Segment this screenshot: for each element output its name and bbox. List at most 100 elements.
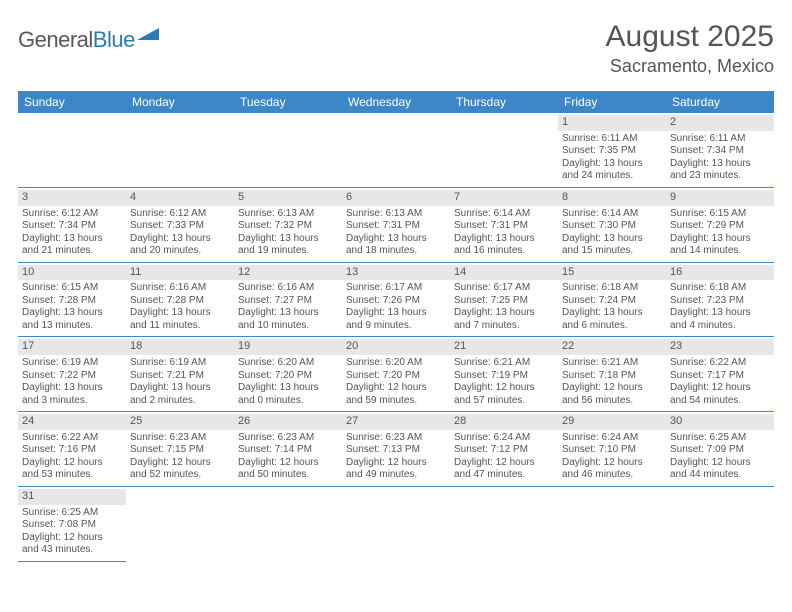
sunset-text: Sunset: 7:30 PM <box>562 220 662 233</box>
daylight-text: Daylight: 13 hours and 20 minutes. <box>130 233 230 258</box>
sunset-text: Sunset: 7:22 PM <box>22 370 122 383</box>
weekday-header: Sunday <box>18 91 126 113</box>
daylight-text: Daylight: 12 hours and 54 minutes. <box>670 382 770 407</box>
weekday-header: Monday <box>126 91 234 113</box>
daylight-text: Daylight: 13 hours and 18 minutes. <box>346 233 446 258</box>
calendar-row: 3Sunrise: 6:12 AMSunset: 7:34 PMDaylight… <box>18 187 774 262</box>
sunrise-text: Sunrise: 6:19 AM <box>130 357 230 370</box>
sunset-text: Sunset: 7:32 PM <box>238 220 338 233</box>
sunset-text: Sunset: 7:28 PM <box>130 295 230 308</box>
calendar-cell <box>342 113 450 187</box>
logo-text: GeneralBlue <box>18 27 135 53</box>
sunset-text: Sunset: 7:31 PM <box>454 220 554 233</box>
calendar-cell: 24Sunrise: 6:22 AMSunset: 7:16 PMDayligh… <box>18 412 126 487</box>
day-number: 17 <box>18 339 126 355</box>
daylight-text: Daylight: 13 hours and 14 minutes. <box>670 233 770 258</box>
calendar-cell: 26Sunrise: 6:23 AMSunset: 7:14 PMDayligh… <box>234 412 342 487</box>
calendar-row: 1Sunrise: 6:11 AMSunset: 7:35 PMDaylight… <box>18 113 774 187</box>
sunrise-text: Sunrise: 6:14 AM <box>454 208 554 221</box>
calendar-cell: 31Sunrise: 6:25 AMSunset: 7:08 PMDayligh… <box>18 486 126 561</box>
header: GeneralBlue August 2025 Sacramento, Mexi… <box>18 20 774 77</box>
daylight-text: Daylight: 13 hours and 16 minutes. <box>454 233 554 258</box>
sunrise-text: Sunrise: 6:19 AM <box>22 357 122 370</box>
daylight-text: Daylight: 12 hours and 59 minutes. <box>346 382 446 407</box>
daylight-text: Daylight: 12 hours and 57 minutes. <box>454 382 554 407</box>
sunrise-text: Sunrise: 6:14 AM <box>562 208 662 221</box>
calendar-cell: 10Sunrise: 6:15 AMSunset: 7:28 PMDayligh… <box>18 262 126 337</box>
sunrise-text: Sunrise: 6:24 AM <box>562 432 662 445</box>
calendar-cell: 20Sunrise: 6:20 AMSunset: 7:20 PMDayligh… <box>342 337 450 412</box>
sunrise-text: Sunrise: 6:15 AM <box>670 208 770 221</box>
calendar-cell: 22Sunrise: 6:21 AMSunset: 7:18 PMDayligh… <box>558 337 666 412</box>
calendar-cell: 27Sunrise: 6:23 AMSunset: 7:13 PMDayligh… <box>342 412 450 487</box>
calendar-cell: 14Sunrise: 6:17 AMSunset: 7:25 PMDayligh… <box>450 262 558 337</box>
day-number: 15 <box>558 265 666 281</box>
sunset-text: Sunset: 7:33 PM <box>130 220 230 233</box>
sunrise-text: Sunrise: 6:18 AM <box>670 282 770 295</box>
daylight-text: Daylight: 13 hours and 11 minutes. <box>130 307 230 332</box>
sunrise-text: Sunrise: 6:13 AM <box>238 208 338 221</box>
daylight-text: Daylight: 13 hours and 3 minutes. <box>22 382 122 407</box>
logo: GeneralBlue <box>18 26 161 53</box>
calendar-cell: 29Sunrise: 6:24 AMSunset: 7:10 PMDayligh… <box>558 412 666 487</box>
sunrise-text: Sunrise: 6:17 AM <box>454 282 554 295</box>
calendar-cell <box>450 486 558 561</box>
sunrise-text: Sunrise: 6:17 AM <box>346 282 446 295</box>
sunrise-text: Sunrise: 6:18 AM <box>562 282 662 295</box>
weekday-header: Thursday <box>450 91 558 113</box>
sunrise-text: Sunrise: 6:20 AM <box>238 357 338 370</box>
calendar-cell: 18Sunrise: 6:19 AMSunset: 7:21 PMDayligh… <box>126 337 234 412</box>
daylight-text: Daylight: 13 hours and 6 minutes. <box>562 307 662 332</box>
calendar-cell: 30Sunrise: 6:25 AMSunset: 7:09 PMDayligh… <box>666 412 774 487</box>
calendar-row: 10Sunrise: 6:15 AMSunset: 7:28 PMDayligh… <box>18 262 774 337</box>
day-number: 10 <box>18 265 126 281</box>
day-number: 2 <box>666 115 774 131</box>
day-number: 29 <box>558 414 666 430</box>
sunset-text: Sunset: 7:12 PM <box>454 444 554 457</box>
daylight-text: Daylight: 13 hours and 4 minutes. <box>670 307 770 332</box>
day-number: 9 <box>666 190 774 206</box>
day-number: 21 <box>450 339 558 355</box>
day-number: 6 <box>342 190 450 206</box>
calendar-table: Sunday Monday Tuesday Wednesday Thursday… <box>18 91 774 562</box>
weekday-header-row: Sunday Monday Tuesday Wednesday Thursday… <box>18 91 774 113</box>
sunrise-text: Sunrise: 6:13 AM <box>346 208 446 221</box>
weekday-header: Friday <box>558 91 666 113</box>
calendar-cell <box>450 113 558 187</box>
sunset-text: Sunset: 7:34 PM <box>22 220 122 233</box>
daylight-text: Daylight: 13 hours and 23 minutes. <box>670 158 770 183</box>
calendar-cell: 13Sunrise: 6:17 AMSunset: 7:26 PMDayligh… <box>342 262 450 337</box>
sunset-text: Sunset: 7:23 PM <box>670 295 770 308</box>
day-number: 26 <box>234 414 342 430</box>
day-number: 14 <box>450 265 558 281</box>
sunset-text: Sunset: 7:19 PM <box>454 370 554 383</box>
sunrise-text: Sunrise: 6:25 AM <box>22 507 122 520</box>
sunrise-text: Sunrise: 6:23 AM <box>346 432 446 445</box>
daylight-text: Daylight: 13 hours and 21 minutes. <box>22 233 122 258</box>
title-block: August 2025 Sacramento, Mexico <box>606 20 774 77</box>
sunset-text: Sunset: 7:20 PM <box>346 370 446 383</box>
weekday-header: Wednesday <box>342 91 450 113</box>
day-number: 25 <box>126 414 234 430</box>
calendar-cell <box>126 113 234 187</box>
daylight-text: Daylight: 12 hours and 56 minutes. <box>562 382 662 407</box>
day-number: 28 <box>450 414 558 430</box>
sunset-text: Sunset: 7:15 PM <box>130 444 230 457</box>
sunset-text: Sunset: 7:13 PM <box>346 444 446 457</box>
day-number: 12 <box>234 265 342 281</box>
sunrise-text: Sunrise: 6:12 AM <box>22 208 122 221</box>
calendar-cell: 12Sunrise: 6:16 AMSunset: 7:27 PMDayligh… <box>234 262 342 337</box>
sunrise-text: Sunrise: 6:25 AM <box>670 432 770 445</box>
calendar-cell <box>342 486 450 561</box>
sunrise-text: Sunrise: 6:11 AM <box>562 133 662 146</box>
sunset-text: Sunset: 7:31 PM <box>346 220 446 233</box>
daylight-text: Daylight: 13 hours and 10 minutes. <box>238 307 338 332</box>
day-number: 23 <box>666 339 774 355</box>
calendar-cell: 25Sunrise: 6:23 AMSunset: 7:15 PMDayligh… <box>126 412 234 487</box>
daylight-text: Daylight: 12 hours and 44 minutes. <box>670 457 770 482</box>
sunrise-text: Sunrise: 6:12 AM <box>130 208 230 221</box>
daylight-text: Daylight: 13 hours and 7 minutes. <box>454 307 554 332</box>
daylight-text: Daylight: 12 hours and 52 minutes. <box>130 457 230 482</box>
day-number: 5 <box>234 190 342 206</box>
sunset-text: Sunset: 7:10 PM <box>562 444 662 457</box>
